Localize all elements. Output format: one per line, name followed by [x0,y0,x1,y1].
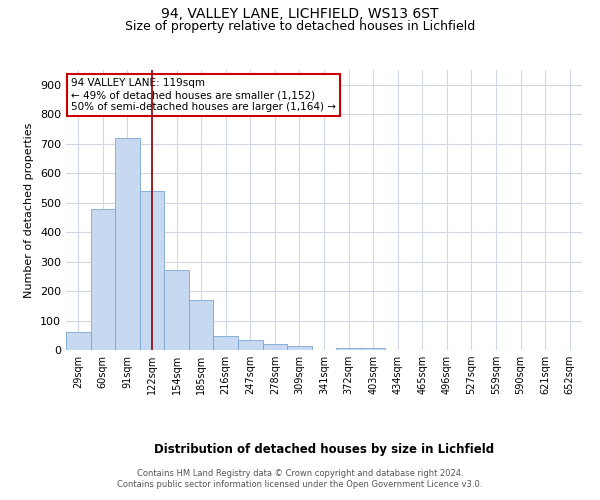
Text: 94, VALLEY LANE, LICHFIELD, WS13 6ST: 94, VALLEY LANE, LICHFIELD, WS13 6ST [161,8,439,22]
Text: Contains HM Land Registry data © Crown copyright and database right 2024.: Contains HM Land Registry data © Crown c… [137,468,463,477]
Bar [189,300,214,350]
Bar [263,344,287,350]
Text: 94 VALLEY LANE: 119sqm
← 49% of detached houses are smaller (1,152)
50% of semi-: 94 VALLEY LANE: 119sqm ← 49% of detached… [71,78,336,112]
Y-axis label: Number of detached properties: Number of detached properties [25,122,34,298]
Bar [238,340,263,350]
Text: Distribution of detached houses by size in Lichfield: Distribution of detached houses by size … [154,442,494,456]
Bar [287,346,312,350]
Bar [361,348,385,350]
Bar [336,348,361,350]
Bar [214,336,238,350]
Bar [66,332,91,350]
Bar [115,138,140,350]
Text: Contains public sector information licensed under the Open Government Licence v3: Contains public sector information licen… [118,480,482,489]
Text: Size of property relative to detached houses in Lichfield: Size of property relative to detached ho… [125,20,475,33]
Bar [164,270,189,350]
Bar [91,208,115,350]
Bar [140,191,164,350]
